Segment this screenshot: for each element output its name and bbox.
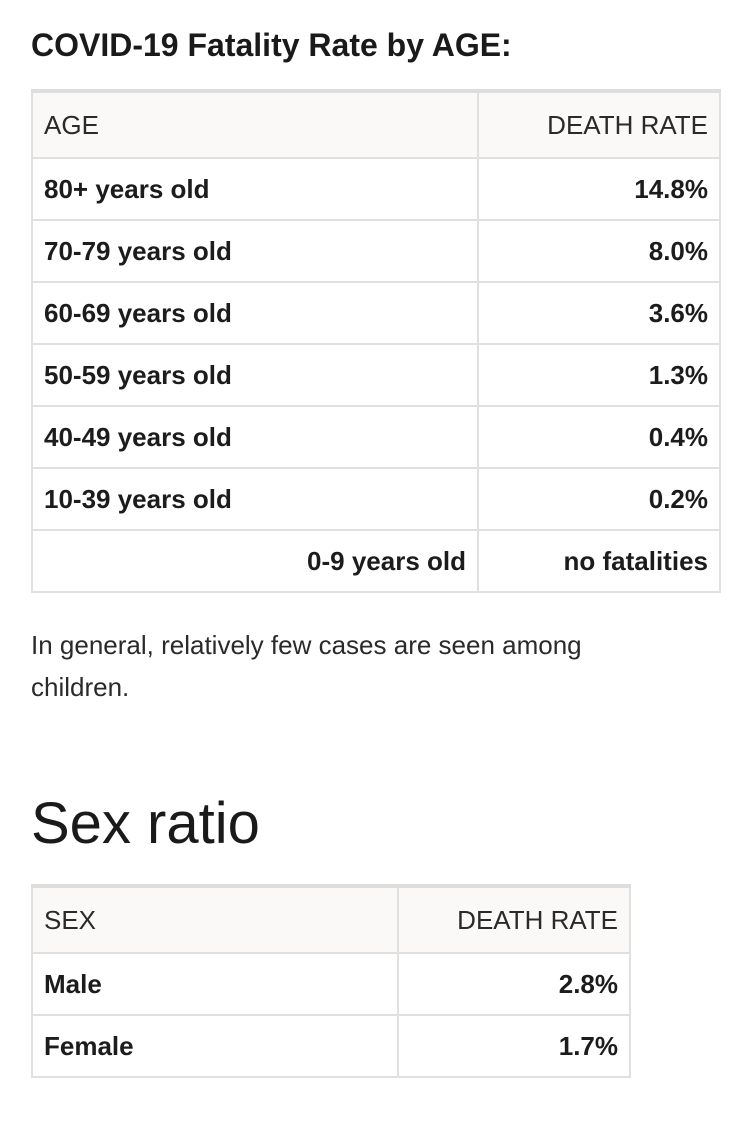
age-group-cell: 10-39 years old bbox=[31, 467, 479, 531]
age-column-header: AGE bbox=[31, 89, 479, 159]
sex-cell: Male bbox=[31, 952, 399, 1016]
death-rate-column-header: DEATH RATE bbox=[477, 89, 721, 159]
death-rate-cell: 8.0% bbox=[477, 219, 721, 283]
death-rate-cell: 2.8% bbox=[397, 952, 631, 1016]
age-group-cell: 60-69 years old bbox=[31, 281, 479, 345]
death-rate-cell: 1.7% bbox=[397, 1014, 631, 1078]
children-note: In general, relatively few cases are see… bbox=[31, 630, 582, 702]
death-rate-column-header: DEATH RATE bbox=[397, 884, 631, 954]
table-row: Male 2.8% bbox=[31, 952, 631, 1016]
death-rate-cell: 3.6% bbox=[477, 281, 721, 345]
sex-fatality-table: SEX DEATH RATE Male 2.8% Female 1.7% bbox=[31, 884, 631, 1078]
table-row: 40-49 years old 0.4% bbox=[31, 405, 721, 469]
death-rate-cell: 0.2% bbox=[477, 467, 721, 531]
table-row: 70-79 years old 8.0% bbox=[31, 219, 721, 283]
table-row: Female 1.7% bbox=[31, 1014, 631, 1078]
table-row: 0-9 years old no fatalities bbox=[31, 529, 721, 593]
table-row: 80+ years old 14.8% bbox=[31, 157, 721, 221]
age-table-title: COVID-19 Fatality Rate by AGE: bbox=[31, 27, 512, 63]
death-rate-cell: no fatalities bbox=[477, 529, 721, 593]
table-row: 10-39 years old 0.2% bbox=[31, 467, 721, 531]
death-rate-cell: 1.3% bbox=[477, 343, 721, 407]
age-group-cell: 80+ years old bbox=[31, 157, 479, 221]
age-group-cell: 40-49 years old bbox=[31, 405, 479, 469]
age-group-cell: 50-59 years old bbox=[31, 343, 479, 407]
table-header-row: SEX DEATH RATE bbox=[31, 884, 631, 954]
table-row: 50-59 years old 1.3% bbox=[31, 343, 721, 407]
table-row: 60-69 years old 3.6% bbox=[31, 281, 721, 345]
age-group-cell: 0-9 years old bbox=[31, 529, 479, 593]
age-fatality-table: AGE DEATH RATE 80+ years old 14.8% 70-79… bbox=[31, 89, 721, 593]
sex-cell: Female bbox=[31, 1014, 399, 1078]
death-rate-cell: 0.4% bbox=[477, 405, 721, 469]
table-header-row: AGE DEATH RATE bbox=[31, 89, 721, 159]
sex-ratio-heading: Sex ratio bbox=[31, 791, 260, 856]
death-rate-cell: 14.8% bbox=[477, 157, 721, 221]
age-group-cell: 70-79 years old bbox=[31, 219, 479, 283]
sex-column-header: SEX bbox=[31, 884, 399, 954]
